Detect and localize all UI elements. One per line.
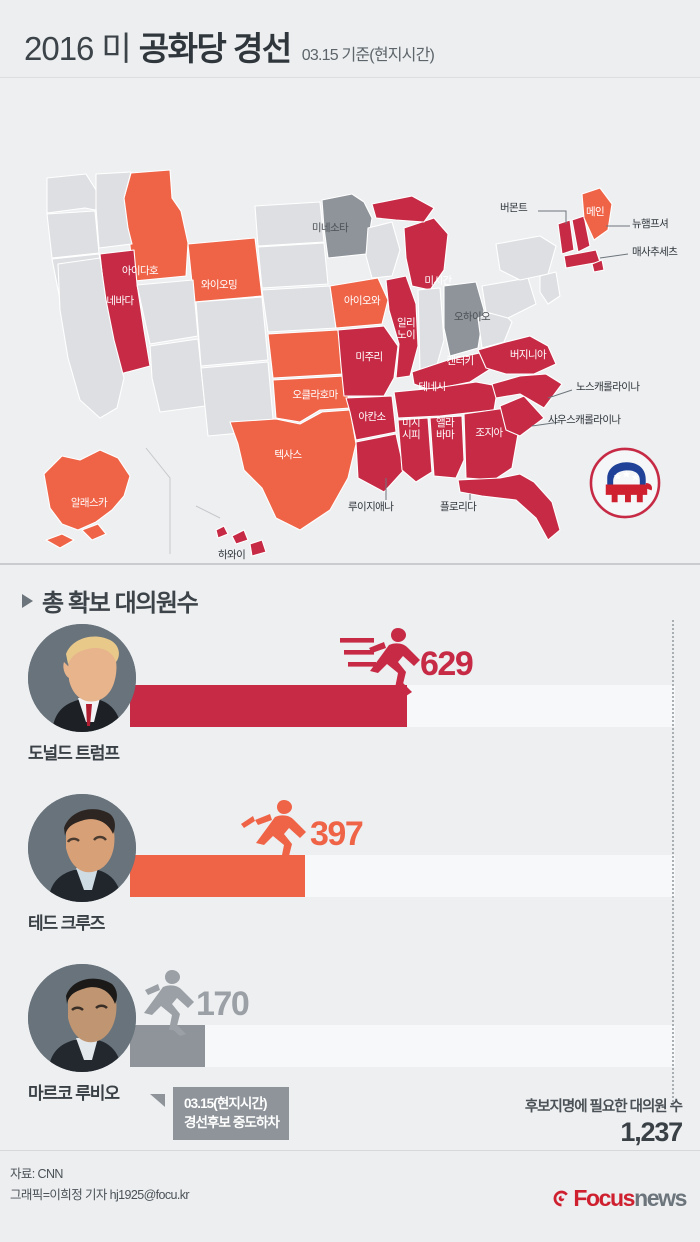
triangle-bullet-icon — [22, 593, 33, 608]
source-text: 자료: CNN — [10, 1167, 63, 1181]
runner-icon — [340, 628, 420, 696]
tooltip-line-2: 경선후보 중도하차 — [184, 1115, 280, 1130]
state-label-tennessee: 테네시 — [418, 381, 446, 393]
us-map-svg — [43, 169, 630, 557]
state-label-idaho: 아이다호 — [121, 265, 159, 277]
state-label-louisiana: 루이지애나 — [348, 501, 394, 513]
threshold-label-group: 후보지명에 필요한 대의원 수 1,237 — [524, 1095, 683, 1148]
value-cruz: 397 — [310, 815, 364, 853]
logo-focus-text: Focus — [573, 1185, 635, 1211]
candidate-name-cruz: 테드 크루즈 — [28, 914, 105, 933]
state-label-wyoming: 와이오밍 — [200, 279, 238, 291]
focus-news-logo: Focus news — [552, 1185, 687, 1212]
candidate-name-rubio: 마르코 루비오 — [28, 1084, 120, 1103]
us-map-panel: 아이다호 와이오밍 네바다 미네소타 아이오와 미주리 미시간 오하이오 일리 … — [0, 78, 700, 618]
state-label-nevada: 네바다 — [106, 295, 134, 307]
bar-track — [130, 1025, 675, 1067]
footer-divider — [0, 1150, 700, 1151]
state-label-michigan: 미시간 — [424, 275, 452, 287]
state-label-illinois: 일리 노이 — [396, 317, 416, 341]
candidate-row-cruz: 397 테드 크루즈 — [0, 793, 700, 963]
state-label-missouri: 미주리 — [355, 351, 383, 363]
state-label-alabama: 앨라 바마 — [435, 417, 455, 441]
delegates-chart-panel: 총 확보 대의원수 629 — [0, 565, 700, 1150]
state-label-texas: 텍사스 — [274, 449, 302, 461]
state-label-florida: 플로리다 — [440, 501, 477, 513]
gop-elephant-icon — [589, 447, 661, 519]
footer: 자료: CNN 그래픽=이희정 기자 hj1925@focu.kr Focus … — [0, 1151, 700, 1242]
title-subtitle: 03.15 기준(현지시간) — [301, 47, 435, 64]
state-label-south-carolina: 사우스캐롤라이나 — [548, 414, 621, 426]
value-rubio: 170 — [196, 985, 250, 1023]
chart-header: 총 확보 대의원수 — [22, 583, 199, 618]
candidate-row-rubio: 170 마르코 루비오 03.15(현지시간) 경선후보 중 — [0, 963, 700, 1140]
header-divider — [0, 77, 700, 78]
state-label-ohio: 오하이오 — [453, 311, 491, 323]
state-label-hawaii: 하와이 — [218, 549, 246, 561]
value-trump: 629 — [420, 645, 474, 683]
bar-trump — [130, 685, 407, 727]
tooltip-line-1: 03.15(현지시간) — [184, 1096, 267, 1111]
header: 2016 미 공화당 경선 03.15 기준(현지시간) — [0, 0, 700, 78]
avatar-trump — [28, 624, 136, 732]
credit-text: 그래픽=이희정 기자 hj1925@focu.kr — [10, 1188, 190, 1202]
state-label-arkansas: 아칸소 — [358, 411, 386, 423]
section-divider — [0, 563, 700, 565]
chart-title: 총 확보 대의원수 — [42, 590, 199, 617]
state-label-kentucky: 켄터키 — [446, 355, 474, 367]
title-year: 2016 — [24, 30, 94, 67]
state-label-iowa: 아이오와 — [343, 295, 381, 307]
candidate-row-trump: 629 도널드 트럼프 — [0, 623, 700, 793]
title-main: 공화당 경선 — [138, 30, 292, 67]
state-label-mississippi: 미시 시피 — [401, 417, 421, 441]
state-label-vermont: 버몬트 — [500, 202, 528, 214]
title-country: 미 — [101, 30, 131, 67]
state-label-new-hampshire: 뉴햄프셔 — [632, 218, 669, 230]
rubio-dropout-tooltip: 03.15(현지시간) 경선후보 중도하차 — [173, 1087, 290, 1140]
bar-rubio — [130, 1025, 205, 1067]
focus-swirl-icon — [553, 1190, 569, 1207]
threshold-label: 후보지명에 필요한 대의원 수 — [524, 1099, 683, 1115]
state-label-virginia: 버지니아 — [509, 349, 547, 361]
runner-icon — [241, 800, 306, 868]
runner-icon — [144, 970, 194, 1036]
state-label-north-carolina: 노스캐롤라이나 — [576, 381, 640, 393]
threshold-line — [672, 620, 674, 1106]
state-label-oklahoma: 오클라호마 — [292, 389, 338, 401]
page-title: 2016 미 공화당 경선 03.15 기준(현지시간) — [24, 22, 435, 70]
avatar-cruz — [28, 794, 136, 902]
threshold-value: 1,237 — [620, 1117, 683, 1147]
state-label-massachusetts: 매사추세츠 — [632, 246, 678, 258]
state-label-maine: 메인 — [585, 206, 605, 218]
state-label-minnesota: 미네소타 — [311, 222, 349, 234]
state-label-georgia: 조지아 — [475, 427, 503, 439]
candidate-name-trump: 도널드 트럼프 — [28, 744, 120, 763]
avatar-rubio — [28, 964, 136, 1072]
bar-cruz — [130, 855, 305, 897]
tooltip-pointer-icon — [150, 1094, 165, 1107]
state-label-alaska: 알래스카 — [70, 497, 108, 509]
logo-news-text: news — [634, 1185, 687, 1211]
